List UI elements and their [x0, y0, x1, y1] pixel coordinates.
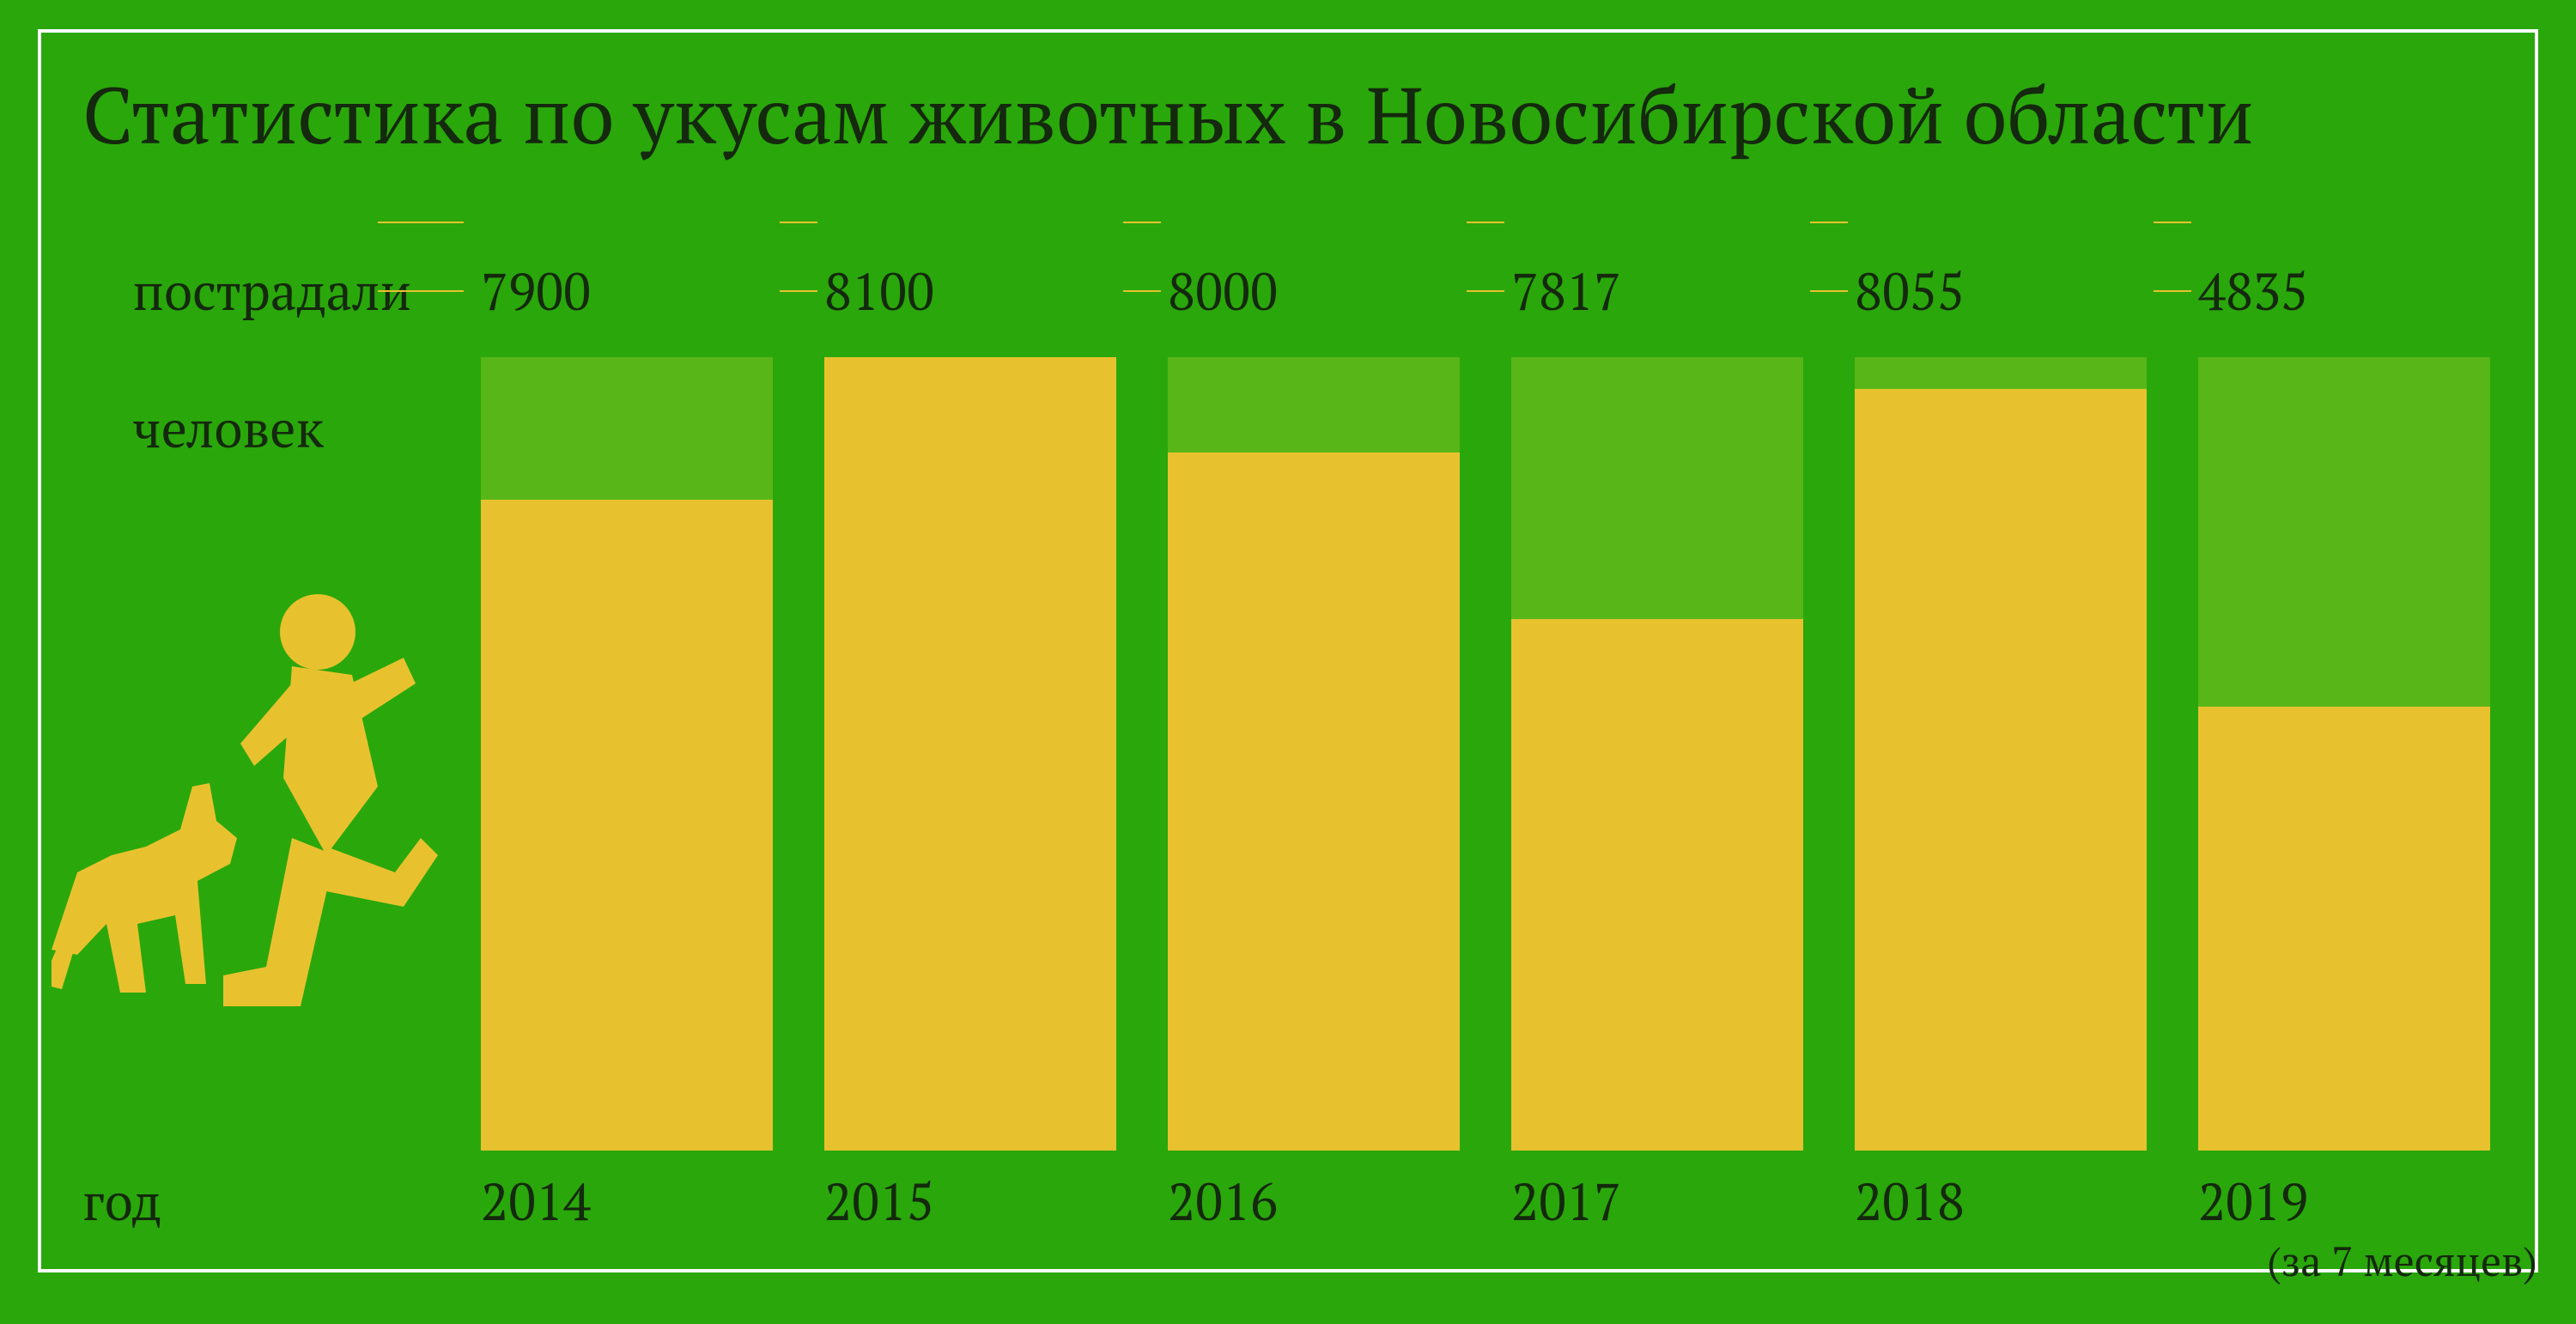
guide-line	[780, 290, 817, 292]
guide-line	[2154, 222, 2191, 223]
bar-year-label: 2017	[1511, 1168, 1621, 1236]
bar-front	[2198, 707, 2490, 1151]
guide-line	[1810, 222, 1848, 223]
bar-front	[1511, 619, 1803, 1151]
bar-front	[481, 500, 773, 1151]
y-axis-label-line2: человек	[132, 395, 324, 463]
y-axis-label-line1: пострадали	[132, 258, 411, 325]
footnote: (за 7 месяцев)	[2267, 1233, 2537, 1288]
bar-front	[1168, 452, 1460, 1151]
bar-year-label: 2014	[481, 1168, 591, 1236]
bar-year-label: 2016	[1168, 1168, 1278, 1236]
guide-line	[378, 290, 464, 292]
infographic-container: Статистика по укусам животных в Новосиби…	[0, 0, 2576, 1324]
guide-line	[780, 222, 817, 223]
bar-value-label: 7817	[1511, 258, 1621, 325]
bar-front	[1855, 389, 2147, 1151]
guide-line	[1467, 222, 1504, 223]
bar-value-label: 4835	[2198, 258, 2308, 325]
y-axis-label: пострадали человек	[82, 189, 411, 532]
guide-line	[378, 222, 464, 223]
bar-year-label: 2019	[2198, 1168, 2308, 1236]
bar-value-label: 8000	[1168, 258, 1278, 325]
guide-line	[1123, 222, 1161, 223]
guide-line	[1467, 290, 1504, 292]
bar-front	[824, 357, 1116, 1151]
chart-title: Статистика по укусам животных в Новосиби…	[82, 62, 2254, 167]
bar-value-label: 7900	[481, 258, 591, 325]
bar-year-label: 2018	[1855, 1168, 1965, 1236]
bar-year-label: 2015	[824, 1168, 934, 1236]
x-axis-label: год	[82, 1168, 161, 1236]
dog-chase-icon	[52, 580, 464, 1061]
guide-line	[1123, 290, 1161, 292]
bar-value-label: 8100	[824, 258, 934, 325]
guide-line	[1810, 290, 1848, 292]
guide-line	[2154, 290, 2191, 292]
bar-value-label: 8055	[1855, 258, 1965, 325]
